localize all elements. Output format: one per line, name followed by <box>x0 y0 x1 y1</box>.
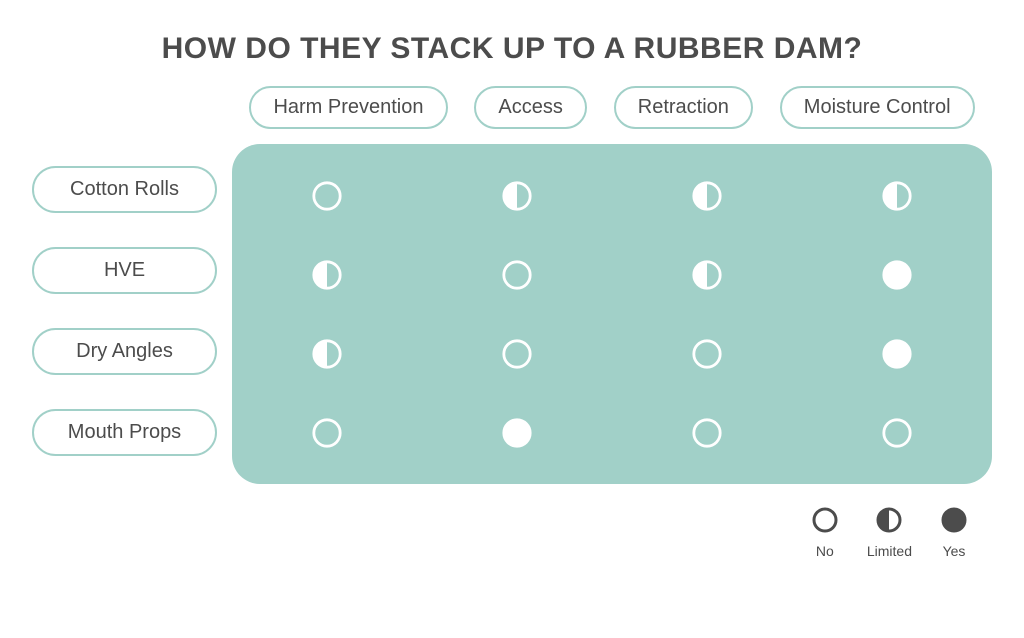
column-headers: Harm Prevention Access Retraction Moistu… <box>232 86 992 129</box>
legend-item-no: No <box>811 506 839 559</box>
data-grid <box>232 156 992 472</box>
legend-item-yes: Yes <box>940 506 968 559</box>
value-circle-limited <box>691 259 723 291</box>
value-circle-no <box>691 338 723 370</box>
value-circle-no <box>881 417 913 449</box>
value-circle-limited <box>881 180 913 212</box>
legend: No Limited Yes <box>811 506 968 559</box>
column-header: Moisture Control <box>780 86 975 129</box>
value-circle-no <box>311 180 343 212</box>
table-row <box>232 238 992 312</box>
value-circle-no <box>691 417 723 449</box>
legend-label: Yes <box>943 543 966 559</box>
page-title: HOW DO THEY STACK UP TO A RUBBER DAM? <box>0 0 1024 86</box>
table-row <box>232 317 992 391</box>
value-circle-limited <box>501 180 533 212</box>
legend-item-limited: Limited <box>867 506 912 559</box>
no-icon <box>811 506 839 539</box>
value-circle-limited <box>311 338 343 370</box>
value-circle-no <box>501 338 533 370</box>
row-header: Cotton Rolls <box>32 166 217 213</box>
value-circle-yes <box>881 338 913 370</box>
data-panel <box>232 144 992 484</box>
row-header: HVE <box>32 247 217 294</box>
legend-label: No <box>816 543 834 559</box>
table-row <box>232 396 992 470</box>
row-header: Mouth Props <box>32 409 217 456</box>
value-circle-yes <box>501 417 533 449</box>
legend-label: Limited <box>867 543 912 559</box>
table-row <box>232 159 992 233</box>
yes-icon <box>940 506 968 539</box>
column-header: Access <box>474 86 586 129</box>
value-circle-limited <box>311 259 343 291</box>
value-circle-no <box>501 259 533 291</box>
value-circle-limited <box>691 180 723 212</box>
row-header: Dry Angles <box>32 328 217 375</box>
value-circle-yes <box>881 259 913 291</box>
column-header: Harm Prevention <box>249 86 447 129</box>
value-circle-no <box>311 417 343 449</box>
row-headers: Cotton Rolls HVE Dry Angles Mouth Props <box>32 166 217 456</box>
limited-icon <box>875 506 903 539</box>
column-header: Retraction <box>614 86 753 129</box>
